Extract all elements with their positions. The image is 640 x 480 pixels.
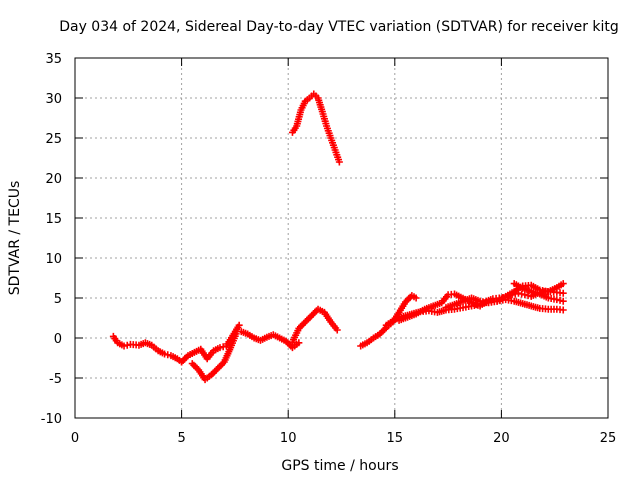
data-point [123,341,131,349]
series-sat-d [237,328,303,352]
axis-ticks: 0 5 10 15 20 25 -10 -5 0 5 10 15 20 25 30 35 [41,52,617,446]
data-points [109,90,567,384]
x-tick-label: 10 [280,431,297,446]
y-tick-label: 20 [45,172,62,187]
plot-frame [74,57,609,419]
data-point [295,339,303,347]
y-tick-label: 15 [45,212,62,227]
series-sat-k [510,280,567,305]
x-tick-label: 5 [177,431,185,446]
data-point [333,326,341,334]
y-tick-label: -5 [49,372,62,387]
data-point [216,344,224,352]
series-sat-a [109,332,186,366]
series-sat-c [188,328,241,384]
x-tick-label: 15 [387,431,404,446]
y-axis-label: SDTVAR / TECUs [7,181,23,296]
y-tick-label: -10 [41,412,62,427]
x-axis-label: GPS time / hours [281,458,398,474]
x-tick-label: 0 [71,431,79,446]
grid [75,58,608,418]
y-tick-label: 25 [45,132,62,147]
x-tick-label: 20 [493,431,510,446]
y-tick-label: 30 [45,92,62,107]
y-tick-label: 0 [54,332,62,347]
series-sat-f [288,90,343,166]
data-point [559,289,567,297]
series-sat-e [288,305,341,346]
data-point [164,351,172,359]
data-point [556,296,564,304]
data-point [559,306,567,314]
data-point [335,158,343,166]
data-point [559,280,567,288]
y-tick-label: 35 [45,52,62,67]
data-point [559,297,567,305]
y-tick-label: 10 [45,252,62,267]
data-point [235,321,243,329]
y-tick-label: 5 [54,292,62,307]
series-sat-b [178,321,243,366]
chart-title: Day 034 of 2024, Sidereal Day-to-day VTE… [59,19,619,35]
x-tick-label: 25 [600,431,617,446]
data-point [412,294,420,302]
